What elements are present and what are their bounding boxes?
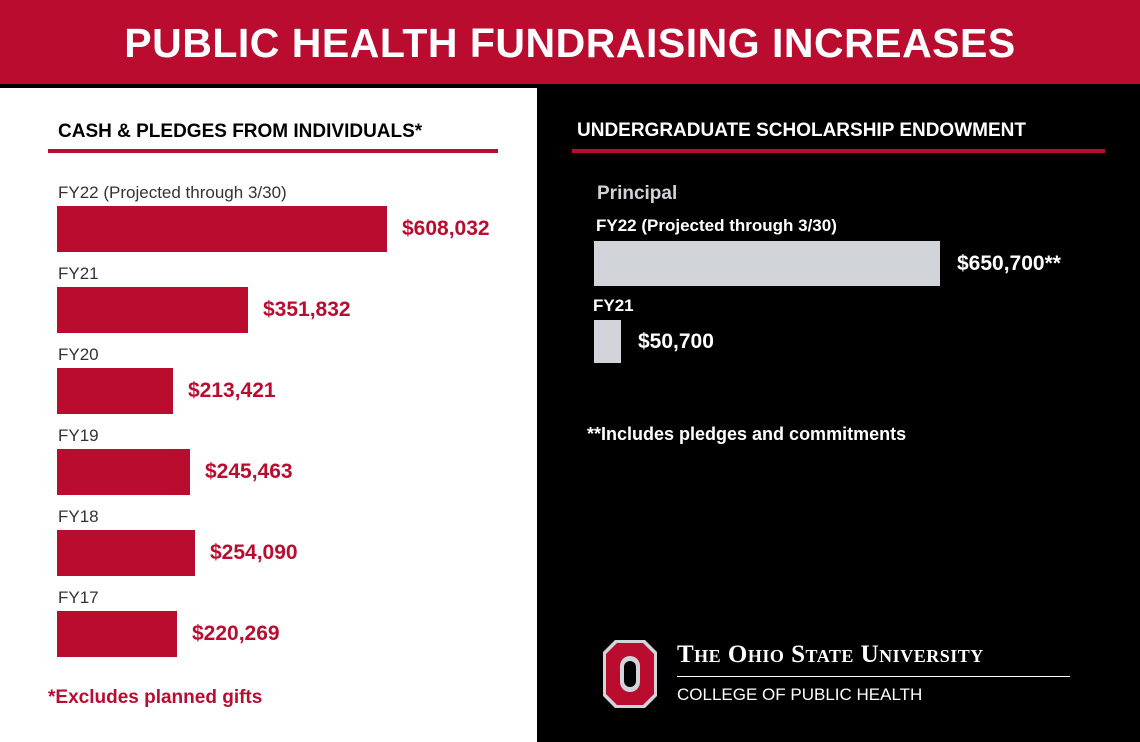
title-banner: PUBLIC HEALTH FUNDRAISING INCREASES (0, 0, 1140, 84)
individuals-bar (57, 449, 190, 495)
scholarship-title-rule (572, 149, 1105, 153)
scholarship-footnote: **Includes pledges and commitments (587, 424, 907, 444)
university-rule (677, 676, 1070, 677)
scholarship-panel (537, 84, 1140, 742)
scholarship-bar (594, 320, 621, 363)
scholarship-category-label: FY21 (593, 296, 634, 315)
individuals-value-label: $608,032 (402, 217, 490, 240)
scholarship-value-label: $50,700 (638, 330, 714, 353)
individuals-bar (57, 206, 387, 252)
individuals-category-label: FY21 (58, 264, 99, 283)
individuals-bar (57, 530, 195, 576)
scholarship-chart-subtitle: Principal (597, 183, 678, 204)
individuals-value-label: $220,269 (192, 622, 280, 645)
individuals-value-label: $213,421 (188, 379, 276, 402)
scholarship-category-label: FY22 (Projected through 3/30) (596, 216, 837, 235)
block-o-logo-icon (603, 640, 657, 708)
university-name: The Ohio State University (677, 641, 984, 668)
individuals-category-label: FY22 (Projected through 3/30) (58, 183, 287, 202)
individuals-category-label: FY18 (58, 507, 99, 526)
page-title: PUBLIC HEALTH FUNDRAISING INCREASES (124, 20, 1016, 66)
college-name: COLLEGE OF PUBLIC HEALTH (677, 685, 923, 704)
individuals-value-label: $351,832 (263, 298, 351, 321)
individuals-chart-title: CASH & PLEDGES FROM INDIVIDUALS* (58, 121, 423, 142)
individuals-bar (57, 287, 248, 333)
individuals-footnote: *Excludes planned gifts (48, 687, 263, 708)
individuals-bar (57, 611, 177, 657)
individuals-category-label: FY19 (58, 426, 99, 445)
individuals-value-label: $245,463 (205, 460, 293, 483)
individuals-bar (57, 368, 173, 414)
individuals-title-rule (48, 149, 498, 153)
individuals-value-label: $254,090 (210, 541, 298, 564)
scholarship-value-label: $650,700** (957, 252, 1061, 275)
scholarship-chart-title: UNDERGRADUATE SCHOLARSHIP ENDOWMENT (577, 120, 1026, 141)
scholarship-bar (594, 241, 940, 286)
individuals-category-label: FY17 (58, 588, 99, 607)
individuals-category-label: FY20 (58, 345, 99, 364)
